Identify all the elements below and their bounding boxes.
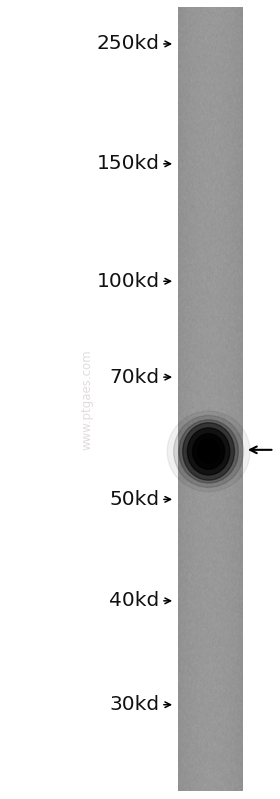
Ellipse shape: [174, 415, 244, 487]
Text: 40kd: 40kd: [109, 591, 160, 610]
Text: 100kd: 100kd: [97, 272, 160, 291]
Ellipse shape: [167, 411, 250, 491]
Text: www.ptgaes.com: www.ptgaes.com: [80, 349, 93, 450]
Text: 150kd: 150kd: [97, 154, 160, 173]
Ellipse shape: [193, 434, 225, 469]
Ellipse shape: [179, 419, 238, 483]
Text: 250kd: 250kd: [97, 34, 160, 54]
Ellipse shape: [183, 423, 235, 480]
Text: 50kd: 50kd: [109, 490, 160, 509]
Text: 70kd: 70kd: [109, 368, 160, 387]
Ellipse shape: [187, 427, 230, 475]
Text: 30kd: 30kd: [109, 695, 160, 714]
Ellipse shape: [198, 439, 220, 463]
